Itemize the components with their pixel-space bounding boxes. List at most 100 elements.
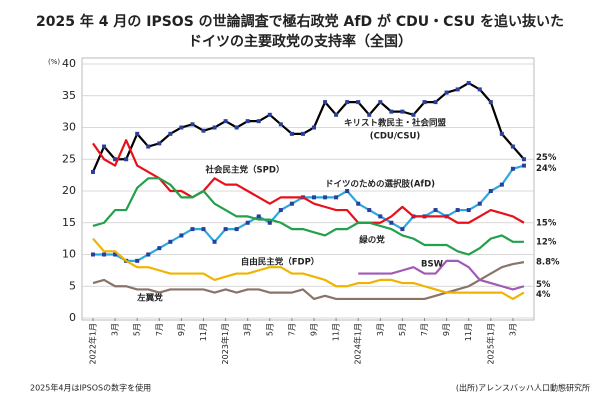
value-label: 4% [536, 290, 551, 300]
y-tick-label: 15 [62, 216, 76, 229]
source: (出所)アレンスバッハ人口動態研究所 [456, 383, 590, 393]
x-tick-label: 3月 [508, 323, 517, 336]
x-tick-label: 2025年1月 [485, 323, 495, 364]
point-marker [367, 112, 372, 117]
point-marker [488, 100, 493, 105]
point-marker [510, 166, 515, 171]
x-tick-label: 2023年1月 [220, 323, 230, 364]
point-marker [433, 100, 438, 105]
point-marker [179, 233, 184, 238]
x-tick-label: 9月 [177, 323, 186, 336]
series-label-note: (CDU/CSU) [370, 132, 421, 142]
point-marker [466, 208, 471, 213]
y-tick-label: 25 [62, 152, 76, 165]
series-line [93, 164, 525, 262]
footnote: 2025年4月はIPSOSの数字を使用 [30, 383, 151, 393]
point-marker [455, 87, 460, 92]
series-label: ドイツのための選択肢(AfD) [325, 179, 435, 190]
x-tick-label: 5月 [133, 323, 142, 336]
point-marker [356, 201, 361, 206]
value-label: 15% [536, 218, 557, 228]
series-line [358, 259, 525, 291]
x-tick-label: 2024年1月 [353, 323, 363, 364]
point-marker [499, 131, 504, 136]
y-tick-label: 35 [62, 89, 76, 102]
point-marker [312, 125, 316, 130]
point-marker [477, 201, 482, 206]
point-marker [212, 239, 217, 244]
point-marker [212, 125, 217, 130]
x-tick-label: 3月 [243, 323, 252, 336]
y-tick-label: 0 [69, 311, 76, 324]
series-line [92, 261, 525, 301]
x-tick-label: 11月 [464, 323, 473, 341]
point-marker [91, 169, 95, 174]
point-marker [267, 112, 272, 117]
point-marker [477, 87, 482, 92]
x-tick-label: 2022年1月 [88, 323, 98, 364]
point-marker [168, 239, 173, 244]
plot-frame [81, 57, 535, 321]
point-marker [190, 122, 195, 127]
point-marker [499, 182, 504, 187]
point-marker [510, 144, 515, 149]
point-marker [223, 119, 228, 124]
point-marker [234, 125, 239, 130]
point-marker [245, 119, 250, 124]
series-label: BSW [421, 260, 444, 270]
x-tick-label: 7月 [287, 323, 296, 336]
point-marker [400, 227, 405, 232]
y-tick-label: 30 [62, 121, 76, 134]
point-marker [521, 163, 526, 168]
point-marker [256, 214, 261, 219]
point-marker [113, 252, 118, 257]
point-marker [334, 195, 339, 200]
point-marker [245, 220, 250, 225]
x-tick-label: 3月 [111, 323, 120, 336]
point-marker [201, 128, 206, 133]
chart-title: 2025 年 4 月の IPSOS の世論調査で極右政党 AfD が CDU・C… [36, 13, 564, 30]
point-marker [400, 109, 405, 114]
series-line [92, 177, 524, 256]
point-marker [455, 208, 460, 213]
point-marker [323, 100, 328, 105]
series-label: 自由民主党（FDP） [241, 257, 320, 268]
point-marker [201, 227, 206, 232]
point-marker [113, 157, 118, 162]
point-marker [488, 189, 493, 193]
x-tick-label: 3月 [376, 323, 385, 336]
y-unit: (%) [48, 58, 60, 66]
point-marker [135, 131, 140, 136]
value-label: 12% [536, 237, 557, 247]
point-marker [256, 119, 261, 124]
point-marker [91, 252, 95, 257]
point-marker [190, 227, 195, 232]
point-marker [168, 131, 173, 136]
point-marker [135, 258, 140, 263]
series-line [91, 81, 525, 173]
x-tick-label: 5月 [398, 323, 407, 336]
point-marker [466, 81, 471, 86]
point-marker [389, 220, 394, 225]
point-marker [179, 125, 184, 130]
value-label: 24% [536, 164, 557, 174]
point-marker [267, 220, 272, 225]
x-tick-label: 5月 [265, 323, 274, 336]
point-marker [312, 195, 316, 200]
y-tick-label: 40 [62, 57, 76, 70]
point-marker [521, 157, 526, 162]
point-marker [278, 208, 283, 213]
point-marker [367, 208, 372, 213]
value-label: 8.8% [536, 258, 560, 268]
series-line [92, 237, 525, 301]
chart-title: ドイツの主要政党の支持率（全国） [188, 33, 412, 50]
y-tick-label: 10 [62, 248, 76, 261]
point-marker [124, 157, 129, 162]
point-marker [345, 189, 350, 193]
point-marker [422, 100, 427, 105]
x-tick-label: 7月 [420, 323, 429, 336]
point-marker [444, 90, 449, 95]
x-tick-label: 7月 [155, 323, 164, 336]
x-tick-label: 11月 [199, 323, 208, 341]
y-tick-label: 5 [69, 279, 76, 292]
